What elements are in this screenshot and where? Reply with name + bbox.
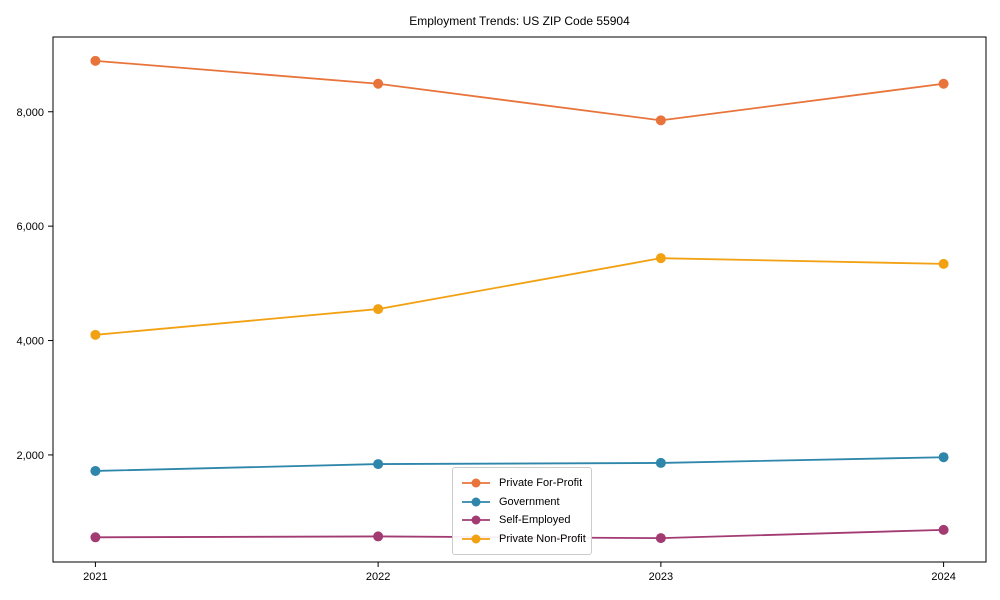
data-point-private-non-profit-2023 xyxy=(655,253,666,264)
plot-border xyxy=(52,36,987,563)
data-point-government-2021 xyxy=(90,465,101,476)
series-line-private-non-profit xyxy=(95,257,944,336)
data-point-private-for-profit-2023 xyxy=(655,115,666,126)
legend-label: Private For-Profit xyxy=(499,477,583,490)
data-point-private-for-profit-2024 xyxy=(938,78,949,89)
y-tick-label: 2,000 xyxy=(16,450,44,462)
data-point-self-employed-2021 xyxy=(90,532,101,543)
data-point-private-for-profit-2022 xyxy=(373,78,384,89)
y-tick-label: 8,000 xyxy=(16,107,44,119)
legend-marker-icon xyxy=(462,515,490,525)
data-point-private-for-profit-2021 xyxy=(90,55,101,66)
legend-entry-private-non-profit: Private Non-Profit xyxy=(461,530,586,549)
legend: Private For-Profit Government Self-Employe… xyxy=(452,467,592,555)
legend-label: Government xyxy=(499,495,560,508)
legend-label: Self-Employed xyxy=(499,514,571,527)
legend-label: Private Non-Profit xyxy=(499,532,586,545)
series-line-government xyxy=(95,456,944,472)
legend-entry-self-employed: Self-Employed xyxy=(461,511,583,530)
x-tick-label: 2022 xyxy=(366,571,390,583)
data-point-government-2022 xyxy=(373,459,384,470)
y-tick-label: 6,000 xyxy=(16,221,44,233)
legend-entry-government: Government xyxy=(461,493,583,512)
legend-entry-private-for-profit: Private For-Profit xyxy=(461,474,583,493)
data-point-private-non-profit-2024 xyxy=(938,258,949,269)
data-point-private-non-profit-2022 xyxy=(373,304,384,315)
x-tick-label: 2021 xyxy=(83,571,107,583)
data-point-self-employed-2024 xyxy=(938,524,949,535)
data-point-self-employed-2022 xyxy=(373,531,384,542)
series-line-private-for-profit xyxy=(95,59,944,122)
y-tick-label: 4,000 xyxy=(16,336,44,348)
x-tick-label: 2023 xyxy=(649,571,673,583)
legend-marker-icon xyxy=(462,534,490,544)
legend-marker-icon xyxy=(462,497,490,507)
legend-marker-icon xyxy=(462,478,490,488)
data-point-private-non-profit-2021 xyxy=(90,329,101,340)
data-point-government-2024 xyxy=(938,452,949,463)
x-tick-label: 2024 xyxy=(931,571,955,583)
chart-title: Employment Trends: US ZIP Code 55904 xyxy=(409,14,630,28)
data-point-government-2023 xyxy=(655,457,666,468)
data-point-self-employed-2023 xyxy=(655,533,666,544)
